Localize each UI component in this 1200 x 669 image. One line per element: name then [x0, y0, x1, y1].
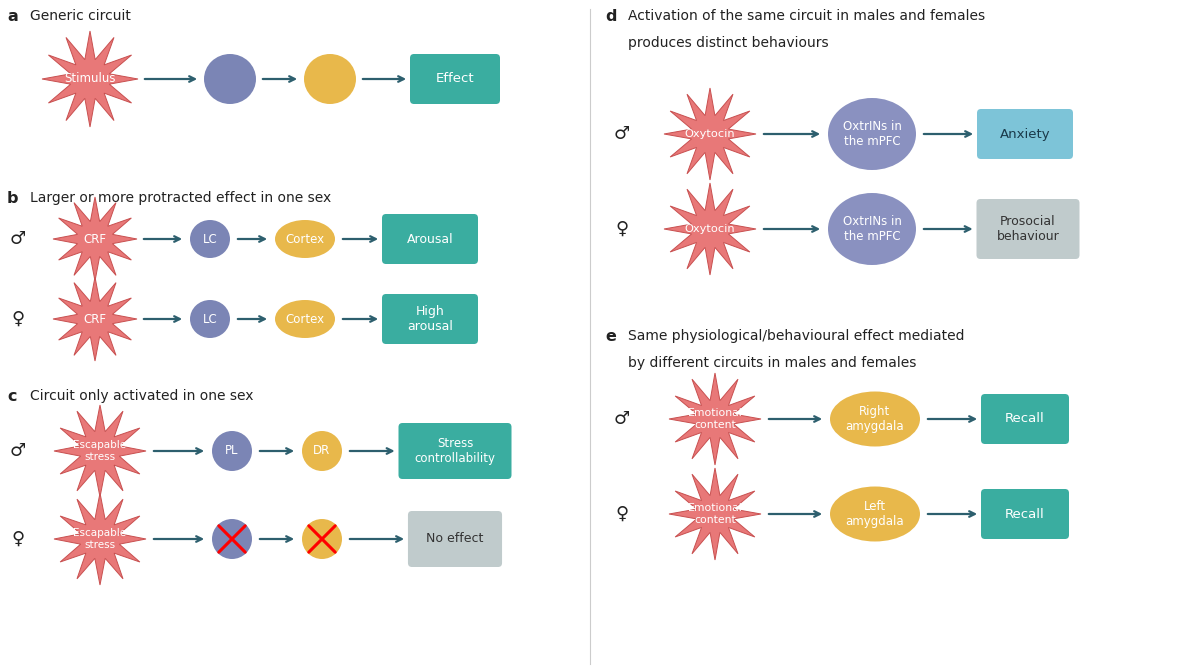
- Text: b: b: [7, 191, 18, 206]
- Text: ♀: ♀: [12, 310, 24, 328]
- Text: Circuit only activated in one sex: Circuit only activated in one sex: [30, 389, 253, 403]
- FancyBboxPatch shape: [410, 54, 500, 104]
- Text: c: c: [7, 389, 17, 404]
- Ellipse shape: [830, 486, 920, 541]
- Text: OxtrINs in
the mPFC: OxtrINs in the mPFC: [842, 215, 901, 243]
- FancyBboxPatch shape: [398, 423, 511, 479]
- Polygon shape: [54, 493, 146, 585]
- FancyBboxPatch shape: [977, 109, 1073, 159]
- Polygon shape: [54, 405, 146, 497]
- Text: Oxytocin: Oxytocin: [685, 129, 736, 139]
- Text: DR: DR: [313, 444, 331, 458]
- Ellipse shape: [304, 54, 356, 104]
- FancyBboxPatch shape: [382, 214, 478, 264]
- Text: Left
amygdala: Left amygdala: [846, 500, 905, 528]
- Text: Escapable
stress: Escapable stress: [73, 529, 126, 550]
- Polygon shape: [42, 31, 138, 127]
- Ellipse shape: [190, 220, 230, 258]
- FancyBboxPatch shape: [408, 511, 502, 567]
- FancyBboxPatch shape: [977, 199, 1080, 259]
- Ellipse shape: [212, 431, 252, 471]
- Text: by different circuits in males and females: by different circuits in males and femal…: [628, 356, 917, 370]
- Text: Oxytocin: Oxytocin: [685, 224, 736, 234]
- Text: e: e: [605, 329, 616, 344]
- Ellipse shape: [302, 431, 342, 471]
- Text: Emotional
content: Emotional content: [688, 503, 743, 524]
- Ellipse shape: [275, 300, 335, 338]
- Text: ♀: ♀: [12, 530, 24, 548]
- Polygon shape: [664, 183, 756, 275]
- Ellipse shape: [190, 300, 230, 338]
- Ellipse shape: [828, 98, 916, 170]
- Text: High
arousal: High arousal: [407, 305, 452, 333]
- Ellipse shape: [302, 519, 342, 559]
- Text: Stimulus: Stimulus: [65, 72, 115, 86]
- Text: ♀: ♀: [616, 220, 629, 238]
- Text: Generic circuit: Generic circuit: [30, 9, 131, 23]
- Ellipse shape: [828, 193, 916, 265]
- Text: a: a: [7, 9, 18, 24]
- Ellipse shape: [275, 220, 335, 258]
- Polygon shape: [53, 277, 137, 361]
- Text: ♂: ♂: [614, 410, 630, 428]
- FancyBboxPatch shape: [982, 489, 1069, 539]
- Text: Arousal: Arousal: [407, 233, 454, 246]
- Text: LC: LC: [203, 312, 217, 326]
- Text: produces distinct behaviours: produces distinct behaviours: [628, 36, 829, 50]
- Polygon shape: [670, 468, 761, 560]
- FancyBboxPatch shape: [982, 394, 1069, 444]
- Text: Recall: Recall: [1006, 413, 1045, 425]
- Text: CRF: CRF: [84, 312, 107, 326]
- FancyBboxPatch shape: [382, 294, 478, 344]
- Text: ♂: ♂: [614, 125, 630, 143]
- Text: Prosocial
behaviour: Prosocial behaviour: [997, 215, 1060, 243]
- Text: Right
amygdala: Right amygdala: [846, 405, 905, 433]
- Polygon shape: [670, 373, 761, 465]
- Text: No effect: No effect: [426, 533, 484, 545]
- Text: ♂: ♂: [10, 230, 26, 248]
- Text: Stress
controllability: Stress controllability: [414, 437, 496, 465]
- Text: Anxiety: Anxiety: [1000, 128, 1050, 140]
- Text: Cortex: Cortex: [286, 233, 324, 246]
- Text: ♀: ♀: [616, 505, 629, 523]
- Polygon shape: [53, 197, 137, 281]
- Text: d: d: [605, 9, 617, 24]
- Text: Recall: Recall: [1006, 508, 1045, 520]
- Text: Emotional
content: Emotional content: [688, 408, 743, 429]
- Text: Same physiological/behavioural effect mediated: Same physiological/behavioural effect me…: [628, 329, 965, 343]
- Ellipse shape: [204, 54, 256, 104]
- Text: Activation of the same circuit in males and females: Activation of the same circuit in males …: [628, 9, 985, 23]
- Text: CRF: CRF: [84, 233, 107, 246]
- Text: ♂: ♂: [10, 442, 26, 460]
- Text: PL: PL: [226, 444, 239, 458]
- Ellipse shape: [830, 391, 920, 446]
- Text: Escapable
stress: Escapable stress: [73, 440, 126, 462]
- Text: Cortex: Cortex: [286, 312, 324, 326]
- Text: Larger or more protracted effect in one sex: Larger or more protracted effect in one …: [30, 191, 331, 205]
- Text: Effect: Effect: [436, 72, 474, 86]
- Polygon shape: [664, 88, 756, 180]
- Ellipse shape: [212, 519, 252, 559]
- Text: LC: LC: [203, 233, 217, 246]
- Text: OxtrINs in
the mPFC: OxtrINs in the mPFC: [842, 120, 901, 148]
